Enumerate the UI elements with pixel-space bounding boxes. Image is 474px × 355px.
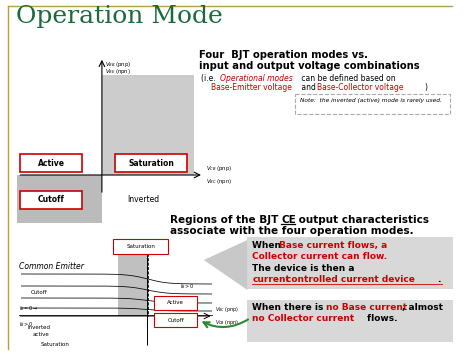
Text: current: current <box>252 275 290 284</box>
Text: (i.e.: (i.e. <box>201 74 218 83</box>
Text: Note:  the inverted (active) mode is rarely used.: Note: the inverted (active) mode is rare… <box>300 98 442 103</box>
Text: Active: Active <box>38 158 65 168</box>
Text: When there is: When there is <box>252 303 327 312</box>
Text: Common Emitter: Common Emitter <box>19 262 84 271</box>
Text: Operational modes: Operational modes <box>220 74 293 83</box>
Text: $V_{CB}$ (npn): $V_{CB}$ (npn) <box>216 318 240 327</box>
Text: output characteristics: output characteristics <box>295 215 429 225</box>
Polygon shape <box>204 240 247 290</box>
Text: Base-Emitter voltage: Base-Emitter voltage <box>210 83 292 92</box>
Text: Cutoff: Cutoff <box>31 290 48 295</box>
Text: Saturation: Saturation <box>126 245 155 250</box>
Text: $V_{CB}=0$: $V_{CB}=0$ <box>149 238 168 247</box>
Polygon shape <box>118 245 147 316</box>
Text: Saturation: Saturation <box>41 342 70 347</box>
Text: $I_B > 0$: $I_B > 0$ <box>19 320 34 329</box>
Bar <box>18 175 102 223</box>
Text: $I_B > 0$: $I_B > 0$ <box>180 282 194 291</box>
Bar <box>102 75 194 175</box>
Text: no Base current: no Base current <box>326 303 407 312</box>
Text: ): ) <box>424 83 427 92</box>
Text: Inverted: Inverted <box>27 325 50 330</box>
Text: The device is then a: The device is then a <box>252 264 358 273</box>
Text: .: . <box>437 275 440 284</box>
Text: and: and <box>299 83 318 92</box>
Text: Four  BJT operation modes vs.: Four BJT operation modes vs. <box>199 50 368 60</box>
Text: no Collector current: no Collector current <box>252 314 355 323</box>
Bar <box>247 300 453 342</box>
Text: Active: Active <box>167 300 184 306</box>
FancyBboxPatch shape <box>155 296 197 310</box>
Text: Inverted: Inverted <box>128 196 160 204</box>
Text: Cutoff: Cutoff <box>167 317 184 322</box>
Text: Cutoff: Cutoff <box>38 196 65 204</box>
Text: controlled current device: controlled current device <box>286 275 415 284</box>
Text: input and output voltage combinations: input and output voltage combinations <box>199 61 419 71</box>
FancyBboxPatch shape <box>155 313 197 327</box>
FancyBboxPatch shape <box>116 154 187 172</box>
Text: Regions of the BJT: Regions of the BJT <box>170 215 282 225</box>
Text: $V_{BE}$ (npn): $V_{BE}$ (npn) <box>105 67 131 76</box>
FancyBboxPatch shape <box>295 94 450 114</box>
Text: Operation Mode: Operation Mode <box>16 5 222 28</box>
Text: $V_{BC}$ (pnp): $V_{BC}$ (pnp) <box>216 305 240 314</box>
Text: $I_B = 0$: $I_B = 0$ <box>180 304 194 313</box>
Text: , almost: , almost <box>402 303 443 312</box>
Text: CE: CE <box>282 215 296 225</box>
FancyBboxPatch shape <box>20 154 82 172</box>
Text: $I_c$: $I_c$ <box>149 241 155 250</box>
Text: flows.: flows. <box>364 314 397 323</box>
Text: When: When <box>252 241 284 250</box>
Bar <box>247 237 453 289</box>
Text: $V_{CB}$ (pnp): $V_{CB}$ (pnp) <box>206 164 232 173</box>
Text: Saturation: Saturation <box>128 158 174 168</box>
Text: $V_{BC}$ (npn): $V_{BC}$ (npn) <box>206 177 232 186</box>
Text: Collector current can flow.: Collector current can flow. <box>252 252 387 261</box>
Text: active: active <box>33 332 50 337</box>
Text: Base-Collector voltage: Base-Collector voltage <box>317 83 404 92</box>
FancyBboxPatch shape <box>112 239 168 254</box>
FancyBboxPatch shape <box>20 191 82 209</box>
Text: Base current flows, a: Base current flows, a <box>280 241 388 250</box>
Text: $V_{BB}$ (pnp): $V_{BB}$ (pnp) <box>105 60 131 69</box>
Text: can be defined based on: can be defined based on <box>299 74 395 83</box>
Text: $I_B = 0 \rightarrow$: $I_B = 0 \rightarrow$ <box>19 304 39 313</box>
Text: associate with the four operation modes.: associate with the four operation modes. <box>170 226 413 236</box>
